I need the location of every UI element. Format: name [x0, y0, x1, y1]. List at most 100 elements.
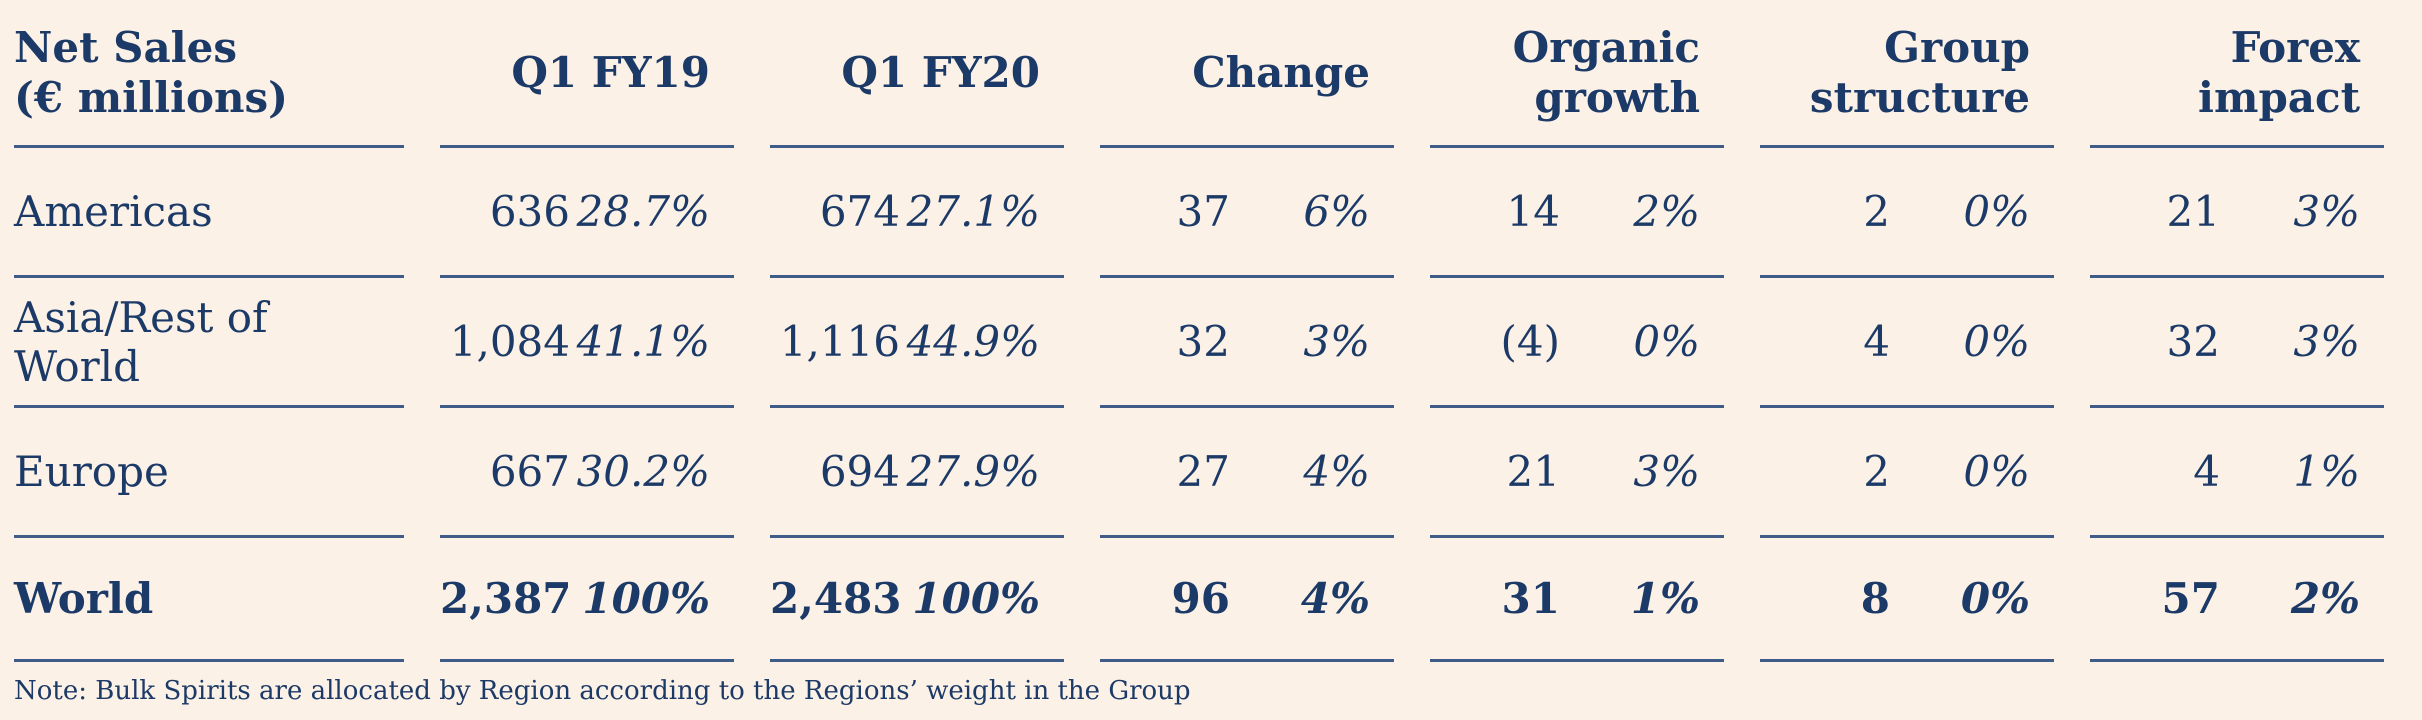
column-gap	[1724, 408, 1760, 538]
value: 2,483	[770, 574, 902, 623]
value: 667	[489, 447, 570, 496]
value: 21	[2166, 187, 2220, 236]
percent: 0%	[1960, 574, 2030, 623]
column-header-q1fy19: Q1 FY19	[440, 0, 734, 148]
percent: 3%	[2293, 317, 2360, 366]
percent: 6%	[1303, 187, 1370, 236]
region-label: Americas	[14, 148, 404, 278]
value: 96	[1171, 574, 1230, 623]
column-gap	[1064, 148, 1100, 278]
value-group: 674 27.1%	[770, 148, 1064, 278]
value-group: 2 0%	[1760, 148, 2054, 278]
value-group: 4 1%	[2090, 408, 2384, 538]
value: 8	[1860, 574, 1890, 623]
percent: 0%	[1963, 447, 2030, 496]
table-title: Net Sales (€ millions)	[14, 0, 404, 148]
column-gap	[734, 0, 770, 148]
value: 674	[819, 187, 900, 236]
percent: 1%	[1630, 574, 1700, 623]
value: 4	[1863, 317, 1890, 366]
column-gap	[1394, 538, 1430, 662]
value-group: 2 0%	[1760, 408, 2054, 538]
value-group: 636 28.7%	[440, 148, 734, 278]
percent: 27.9%	[906, 447, 1040, 496]
table-row: World 2,387 100% 2,483 100% 96 4% 31 1% 8 0% 57 2%	[14, 538, 2384, 662]
column-header-organic-growth: Organic growth	[1430, 0, 1724, 148]
value-group: (4) 0%	[1430, 278, 1724, 408]
percent: 2%	[1633, 187, 1700, 236]
region-label: World	[14, 538, 404, 662]
value: 2	[1863, 447, 1890, 496]
column-gap	[1394, 408, 1430, 538]
column-header-change: Change	[1100, 0, 1394, 148]
value: 2	[1863, 187, 1890, 236]
value-group: 27 4%	[1100, 408, 1394, 538]
column-gap	[734, 148, 770, 278]
value-group: 667 30.2%	[440, 408, 734, 538]
column-gap	[404, 0, 440, 148]
column-gap	[404, 278, 440, 408]
column-gap	[1064, 408, 1100, 538]
column-gap	[2054, 148, 2090, 278]
column-gap	[1724, 538, 1760, 662]
table-row: Europe 667 30.2% 694 27.9% 27 4% 21 3% 2 0% 4 1%	[14, 408, 2384, 538]
percent: 3%	[2293, 187, 2360, 236]
column-gap	[2054, 408, 2090, 538]
percent: 30.2%	[576, 447, 710, 496]
percent: 0%	[1963, 317, 2030, 366]
value-group: 2,387 100%	[440, 538, 734, 662]
region-label: Europe	[14, 408, 404, 538]
column-gap	[2054, 278, 2090, 408]
percent: 28.7%	[576, 187, 710, 236]
value: 27	[1176, 447, 1230, 496]
column-header-label: Group structure	[1809, 22, 2030, 122]
value-group: 21 3%	[2090, 148, 2384, 278]
value-group: 14 2%	[1430, 148, 1724, 278]
column-gap	[404, 408, 440, 538]
column-gap	[1394, 278, 1430, 408]
column-gap	[1724, 0, 1760, 148]
value: 31	[1501, 574, 1560, 623]
column-gap	[1394, 0, 1430, 148]
value-group: 96 4%	[1100, 538, 1394, 662]
table-header-row: Net Sales (€ millions) Q1 FY19 Q1 FY20 C…	[14, 0, 2384, 148]
value-group: 1,116 44.9%	[770, 278, 1064, 408]
column-gap	[2054, 0, 2090, 148]
column-gap	[2054, 538, 2090, 662]
column-gap	[734, 538, 770, 662]
value-group: 2,483 100%	[770, 538, 1064, 662]
value: 694	[819, 447, 900, 496]
value: 21	[1506, 447, 1560, 496]
value: 1,084	[449, 317, 570, 366]
column-gap	[1724, 278, 1760, 408]
value-group: 31 1%	[1430, 538, 1724, 662]
column-header-q1fy20: Q1 FY20	[770, 0, 1064, 148]
footnote: Note: Bulk Spirits are allocated by Regi…	[14, 676, 1191, 706]
value: 32	[2166, 317, 2220, 366]
value-group: 1,084 41.1%	[440, 278, 734, 408]
percent: 0%	[1633, 317, 1700, 366]
table-body: Americas 636 28.7% 674 27.1% 37 6% 14 2% 2 0% 21 3% A…	[14, 148, 2384, 662]
percent: 0%	[1963, 187, 2030, 236]
value-group: 37 6%	[1100, 148, 1394, 278]
value: 2,387	[440, 574, 572, 623]
percent: 41.1%	[576, 317, 710, 366]
percent: 3%	[1633, 447, 1700, 496]
value-group: 4 0%	[1760, 278, 2054, 408]
value: 4	[2193, 447, 2220, 496]
column-gap	[404, 148, 440, 278]
table-row: Asia/Rest of World 1,084 41.1% 1,116 44.9% 32…	[14, 278, 2384, 408]
value-group: 57 2%	[2090, 538, 2384, 662]
column-gap	[734, 408, 770, 538]
column-gap	[1064, 0, 1100, 148]
column-header-label: Organic growth	[1512, 22, 1700, 122]
percent: 44.9%	[906, 317, 1040, 366]
percent: 100%	[912, 574, 1040, 623]
column-header-label: Forex impact	[2198, 22, 2360, 122]
percent: 2%	[2290, 574, 2360, 623]
value: 32	[1176, 317, 1230, 366]
value: 636	[489, 187, 570, 236]
column-gap	[734, 278, 770, 408]
column-gap	[404, 538, 440, 662]
